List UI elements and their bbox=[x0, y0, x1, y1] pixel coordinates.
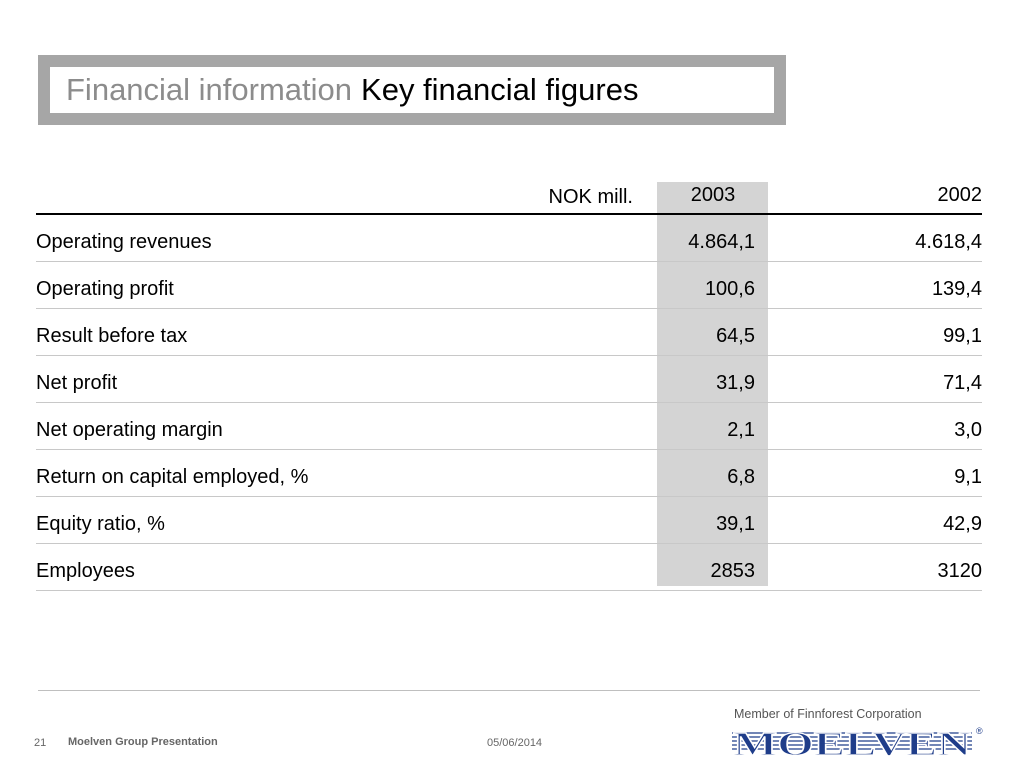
value-2003: 100,6 bbox=[704, 278, 755, 300]
row-label: Return on capital employed, % bbox=[36, 466, 309, 488]
table-row: Return on capital employed, % 6,8 9,1 bbox=[36, 450, 982, 497]
page-number: 21 bbox=[34, 737, 47, 749]
title-frame: Financial information Key financial figu… bbox=[38, 55, 786, 125]
row-label: Result before tax bbox=[36, 325, 188, 347]
table-header: NOK mill. 2003 2002 bbox=[36, 182, 982, 215]
title-section: Financial information bbox=[66, 72, 353, 107]
title-heading: Key financial figures bbox=[361, 72, 639, 107]
value-2002: 4.618,4 bbox=[915, 231, 982, 253]
slide-title: Financial information Key financial figu… bbox=[50, 67, 774, 113]
table-body: Operating revenues 4.864,1 4.618,4 Operatin… bbox=[36, 215, 982, 591]
logo-tagline: Member of Finnforest Corporation bbox=[734, 707, 922, 721]
value-2002: 99,1 bbox=[943, 325, 982, 347]
value-2003: 64,5 bbox=[716, 325, 755, 347]
financial-table: NOK mill. 2003 2002 Operating revenues 4.… bbox=[36, 182, 982, 591]
row-label: Operating revenues bbox=[36, 231, 212, 253]
column-header-2002: 2002 bbox=[937, 184, 983, 206]
row-label: Net profit bbox=[36, 372, 118, 394]
row-label: Equity ratio, % bbox=[36, 513, 165, 535]
unit-label: NOK mill. bbox=[548, 186, 633, 208]
footer-divider bbox=[38, 690, 980, 691]
value-2002: 42,9 bbox=[943, 513, 982, 535]
logo-wordmark: MOELVEN bbox=[733, 726, 972, 758]
moelven-logo: MOELVEN ® bbox=[732, 725, 983, 758]
value-2003: 2,1 bbox=[727, 419, 755, 441]
value-2002: 3120 bbox=[937, 560, 983, 582]
value-2002: 71,4 bbox=[943, 372, 982, 394]
value-2002: 139,4 bbox=[931, 278, 982, 300]
table-row: Employees 2853 3120 bbox=[36, 544, 982, 591]
value-2003: 31,9 bbox=[716, 372, 755, 394]
value-2002: 9,1 bbox=[954, 466, 982, 488]
row-label: Net operating margin bbox=[36, 419, 223, 441]
table-row: Net profit 31,9 71,4 bbox=[36, 356, 982, 403]
table-row: Net operating margin 2,1 3,0 bbox=[36, 403, 982, 450]
table-row: Operating profit 100,6 139,4 bbox=[36, 262, 982, 309]
value-2003: 6,8 bbox=[727, 466, 755, 488]
column-header-2003: 2003 bbox=[690, 184, 736, 206]
presentation-title: Moelven Group Presentation bbox=[68, 736, 218, 748]
table-row: Operating revenues 4.864,1 4.618,4 bbox=[36, 215, 982, 262]
registered-mark: ® bbox=[976, 726, 983, 736]
value-2002: 3,0 bbox=[954, 419, 982, 441]
presentation-date: 05/06/2014 bbox=[487, 737, 543, 749]
value-2003: 2853 bbox=[710, 560, 756, 582]
value-2003: 39,1 bbox=[716, 513, 755, 535]
table-row: Equity ratio, % 39,1 42,9 bbox=[36, 497, 982, 544]
row-label: Employees bbox=[36, 560, 135, 582]
table-row: Result before tax 64,5 99,1 bbox=[36, 309, 982, 356]
highlight-column-2003 bbox=[657, 182, 768, 586]
value-2003: 4.864,1 bbox=[688, 231, 755, 253]
row-label: Operating profit bbox=[36, 278, 174, 300]
